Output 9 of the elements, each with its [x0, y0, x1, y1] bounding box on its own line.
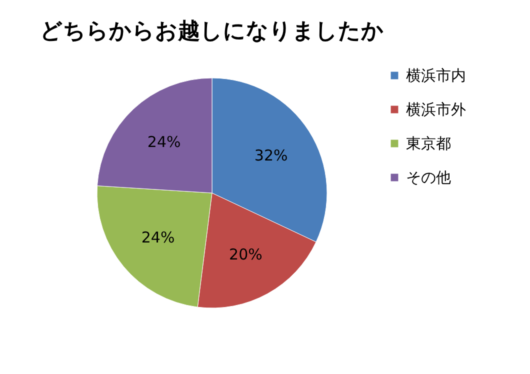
data-label: 24% [141, 228, 175, 247]
data-label: 24% [147, 132, 181, 151]
data-label: 32% [254, 146, 288, 164]
data-label: 20% [229, 245, 262, 264]
legend-label: 横浜市内 [406, 66, 466, 84]
legend-label: 東京都 [406, 134, 451, 152]
legend-label: 横浜市外 [406, 100, 466, 118]
chart-title: どちらからお越しになりましたか [40, 19, 384, 44]
legend-label: その他 [406, 168, 451, 186]
